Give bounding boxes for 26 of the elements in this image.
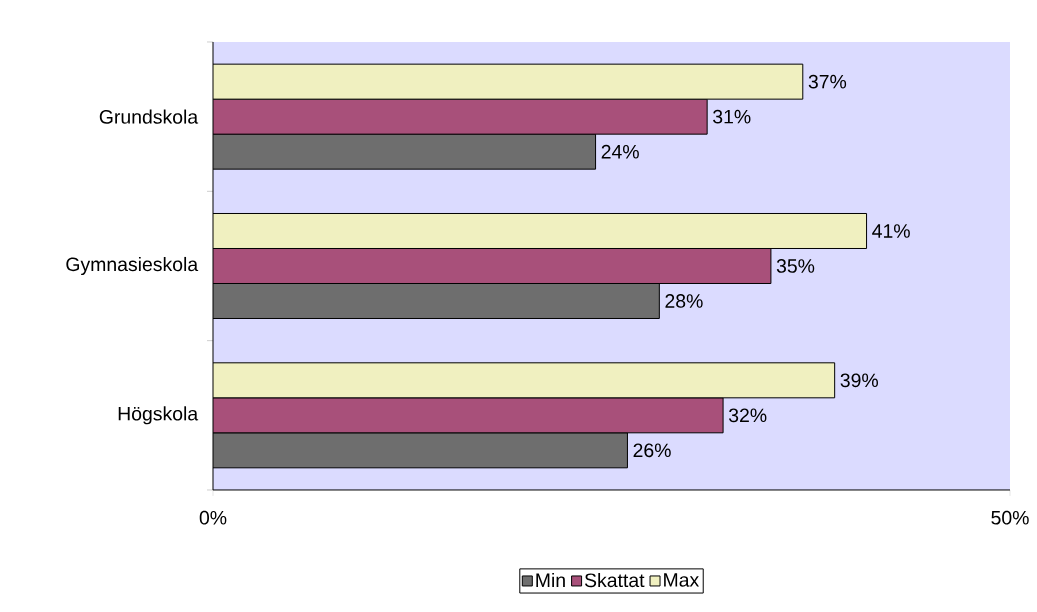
data-label: 31% <box>713 109 751 124</box>
x-tick-label: 50% <box>991 510 1029 525</box>
data-label: 35% <box>776 259 815 273</box>
data-label: 37% <box>808 74 847 89</box>
bar <box>213 212 868 249</box>
y-tick-label: Högskola <box>118 406 199 425</box>
legend-label: Max <box>664 573 700 587</box>
bar <box>213 362 836 399</box>
y-tick-label: Gymnasieskola <box>66 256 199 276</box>
bar <box>213 397 724 434</box>
bar <box>213 432 628 469</box>
legend-label: Skattat <box>584 572 645 588</box>
y-tick-label: Grundskola <box>99 109 199 124</box>
bar <box>213 282 660 319</box>
data-label: 41% <box>872 224 910 238</box>
data-label: 32% <box>728 408 767 423</box>
x-tick-label: 0% <box>199 510 227 525</box>
data-label: 28% <box>665 294 703 308</box>
data-label: 24% <box>601 144 639 159</box>
data-label: 26% <box>633 443 671 458</box>
bar <box>213 98 708 135</box>
bar <box>213 63 804 100</box>
data-label: 39% <box>840 373 878 388</box>
bar <box>213 133 597 170</box>
legend-label: Min <box>536 572 565 587</box>
bar <box>213 247 772 284</box>
